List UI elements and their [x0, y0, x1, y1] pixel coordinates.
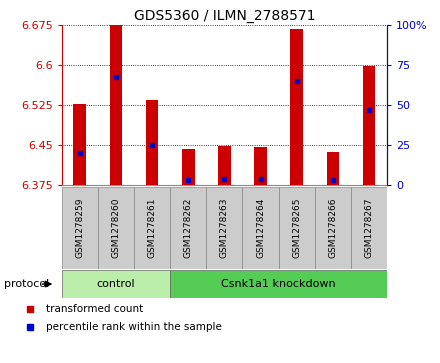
Text: GSM1278267: GSM1278267 — [365, 197, 374, 258]
Text: GSM1278263: GSM1278263 — [220, 197, 229, 258]
Bar — [110, 25, 122, 185]
Text: GSM1278266: GSM1278266 — [328, 197, 337, 258]
Bar — [134, 187, 170, 269]
Bar — [315, 187, 351, 269]
Text: percentile rank within the sample: percentile rank within the sample — [46, 322, 222, 332]
Text: Csnk1a1 knockdown: Csnk1a1 knockdown — [221, 279, 336, 289]
Bar — [254, 147, 267, 185]
Bar — [279, 187, 315, 269]
Bar — [98, 187, 134, 269]
Text: control: control — [96, 279, 135, 289]
Bar — [62, 187, 98, 269]
Text: GSM1278259: GSM1278259 — [75, 197, 84, 258]
Bar — [242, 187, 279, 269]
Text: transformed count: transformed count — [46, 303, 143, 314]
Bar — [290, 29, 303, 185]
Text: GSM1278264: GSM1278264 — [256, 197, 265, 258]
Text: GSM1278260: GSM1278260 — [111, 197, 121, 258]
Bar — [363, 66, 375, 185]
Bar — [326, 152, 339, 185]
Bar — [206, 187, 242, 269]
Bar — [351, 187, 387, 269]
Text: GSM1278262: GSM1278262 — [184, 197, 193, 258]
Bar — [170, 187, 206, 269]
Bar — [73, 104, 86, 185]
Text: GSM1278265: GSM1278265 — [292, 197, 301, 258]
Bar — [146, 100, 158, 185]
Title: GDS5360 / ILMN_2788571: GDS5360 / ILMN_2788571 — [134, 9, 315, 23]
Bar — [218, 146, 231, 185]
Bar — [62, 270, 170, 298]
Text: GSM1278261: GSM1278261 — [147, 197, 157, 258]
Bar — [182, 149, 194, 185]
Bar — [170, 270, 387, 298]
Text: protocol: protocol — [4, 279, 50, 289]
